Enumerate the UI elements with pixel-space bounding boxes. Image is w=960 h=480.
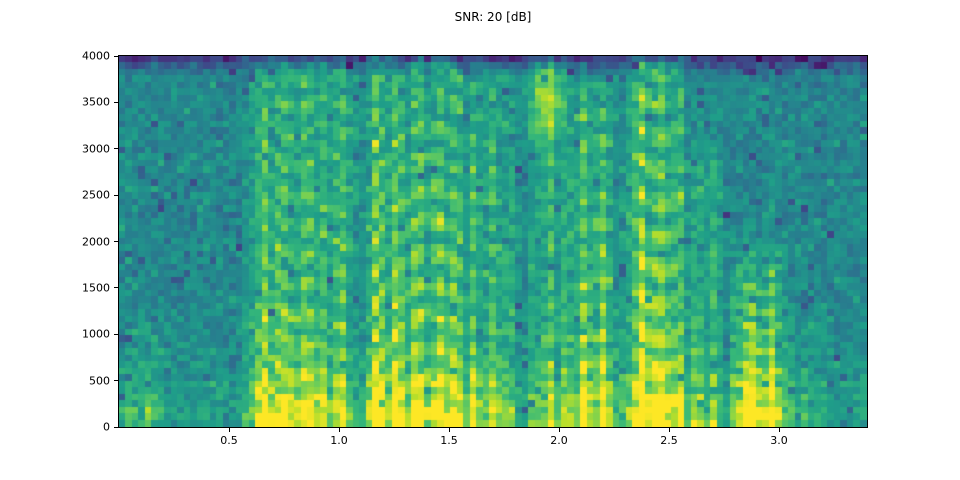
x-tick-label: 3.0: [770, 434, 788, 447]
x-tick-label: 0.5: [220, 434, 238, 447]
y-tick-label: 1500: [82, 281, 110, 295]
y-tick-mark: [114, 426, 118, 428]
y-tick-mark: [114, 287, 118, 289]
x-tick-mark: [448, 428, 450, 432]
spectrogram-canvas: [119, 56, 867, 427]
x-tick-label: 2.5: [660, 434, 678, 447]
x-tick-mark: [228, 428, 230, 432]
y-tick-label: 4000: [82, 49, 110, 63]
chart-title: SNR: 20 [dB]: [454, 10, 532, 24]
y-tick-mark: [114, 55, 118, 57]
y-tick-label: 1000: [82, 327, 110, 341]
y-tick-label: 3000: [82, 142, 110, 156]
plot-area: [118, 55, 868, 428]
y-tick-label: 500: [89, 374, 110, 388]
y-tick-mark: [114, 380, 118, 382]
y-tick-label: 0: [103, 420, 110, 434]
x-tick-label: 1.0: [330, 434, 348, 447]
y-tick-mark: [114, 333, 118, 335]
x-tick-mark: [668, 428, 670, 432]
x-tick-label: 1.5: [440, 434, 458, 447]
y-tick-mark: [114, 194, 118, 196]
y-tick-label: 2000: [82, 235, 110, 248]
x-tick-mark: [338, 428, 340, 432]
y-tick-label: 3500: [82, 95, 110, 109]
y-tick-mark: [114, 148, 118, 150]
x-tick-mark: [778, 428, 780, 432]
y-tick-mark: [114, 101, 118, 103]
x-tick-mark: [558, 428, 560, 432]
x-tick-label: 2.0: [550, 434, 568, 447]
y-tick-label: 2500: [82, 188, 110, 202]
y-tick-mark: [114, 241, 118, 242]
